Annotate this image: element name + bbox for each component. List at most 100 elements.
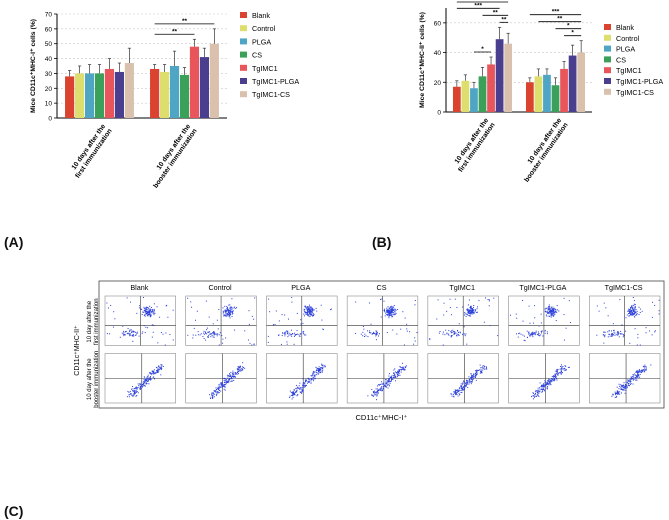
event-dot [242, 368, 244, 370]
event-dot [455, 392, 457, 394]
event-dot [309, 315, 311, 317]
event-dot [551, 378, 553, 380]
event-dot [221, 384, 223, 386]
event-dot [312, 370, 314, 372]
event-dot [158, 368, 160, 370]
event-dot [532, 333, 534, 335]
event-dot [318, 370, 320, 372]
event-dot [622, 389, 624, 391]
event-dot [405, 365, 407, 367]
event-dot [543, 383, 545, 385]
event-dot [383, 382, 385, 384]
event-dot [142, 331, 144, 333]
event-dot [531, 332, 533, 334]
event-dot [523, 335, 525, 337]
event-dot [294, 394, 296, 396]
event-dot [472, 308, 474, 310]
event-dot [309, 313, 311, 315]
event-dot [634, 307, 636, 309]
event-dot [317, 369, 319, 371]
event-dot [375, 391, 377, 393]
event-dot [133, 390, 135, 392]
event-dot [560, 371, 562, 373]
event-dot [550, 380, 552, 382]
event-dot [159, 316, 161, 318]
event-dot [304, 379, 306, 381]
event-dot [462, 388, 464, 390]
event-dot [624, 388, 626, 390]
event-dot [236, 368, 238, 370]
event-dot [474, 310, 476, 312]
event-dot [623, 386, 625, 388]
event-dot [391, 316, 393, 318]
event-dot [154, 378, 156, 380]
panel-label-c: (C) [4, 503, 24, 519]
event-dot [622, 388, 624, 390]
event-dot [289, 395, 291, 397]
event-dot [220, 390, 222, 392]
event-dot [638, 306, 640, 308]
event-dot [203, 332, 205, 334]
flow-x-axis-label: CD11c⁺MHC-I⁺ [356, 413, 408, 422]
event-dot [160, 331, 162, 333]
event-dot [289, 396, 291, 398]
event-dot [211, 394, 213, 396]
event-dot [532, 398, 534, 400]
event-dot [544, 330, 546, 332]
event-dot [613, 329, 615, 331]
event-dot [207, 336, 209, 338]
event-dot [632, 308, 634, 310]
event-dot [384, 384, 386, 386]
event-dot [376, 388, 378, 390]
event-dot [637, 373, 639, 375]
event-dot [612, 333, 614, 335]
event-dot [531, 333, 533, 335]
event-dot [375, 339, 377, 341]
event-dot [459, 394, 461, 396]
event-dot [233, 306, 235, 308]
event-dot [553, 378, 555, 380]
event-dot [468, 311, 470, 313]
event-dot [391, 311, 393, 313]
event-dot [140, 308, 142, 310]
event-dot [379, 383, 381, 385]
event-dot [550, 310, 552, 312]
event-dot [374, 392, 376, 394]
event-dot [150, 372, 152, 374]
event-dot [534, 333, 536, 335]
event-dot [383, 384, 385, 386]
event-dot [558, 310, 560, 312]
event-dot [142, 311, 144, 313]
event-dot [455, 332, 457, 334]
event-dot [223, 377, 225, 379]
event-dot [442, 344, 444, 346]
event-dot [144, 382, 146, 384]
event-dot [302, 390, 304, 392]
y-tick-label: 40 [434, 50, 442, 57]
event-dot [143, 314, 145, 316]
event-dot [293, 389, 295, 391]
event-dot [481, 370, 483, 372]
event-dot [613, 329, 615, 331]
event-dot [293, 392, 295, 394]
event-dot [133, 331, 135, 333]
event-dot [299, 335, 301, 337]
event-dot [557, 374, 559, 376]
event-dot [604, 332, 606, 334]
event-dot [476, 373, 478, 375]
event-dot [153, 312, 155, 314]
event-dot [222, 338, 224, 340]
event-dot [153, 369, 155, 371]
event-dot [151, 309, 153, 311]
event-dot [313, 375, 315, 377]
event-dot [217, 389, 219, 391]
event-dot [624, 387, 626, 389]
event-dot [384, 385, 386, 387]
event-dot [303, 313, 305, 315]
event-dot [233, 379, 235, 381]
event-dot [386, 309, 388, 311]
event-dot [602, 334, 604, 336]
event-dot [630, 376, 632, 378]
event-dot [388, 384, 390, 386]
event-dot [373, 332, 375, 334]
